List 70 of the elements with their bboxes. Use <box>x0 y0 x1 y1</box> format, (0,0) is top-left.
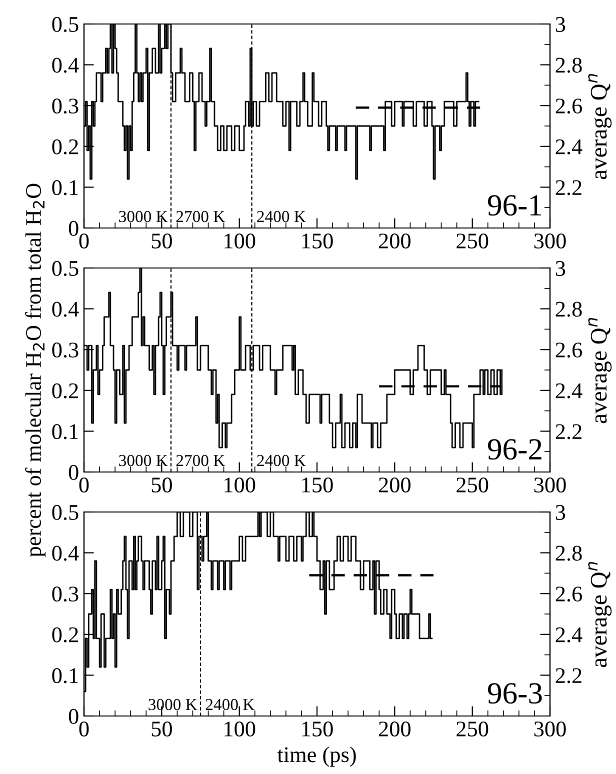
x-tick-label: 0 <box>79 478 89 492</box>
annotation: 2400 K <box>206 698 255 710</box>
x-tick-label: 300 <box>534 722 566 736</box>
y-tick-label: 0.5 <box>52 16 78 32</box>
x-tick-label: 250 <box>456 478 488 492</box>
x-tick-label: 100 <box>224 478 256 492</box>
y-tick-label: 0.4 <box>52 58 79 73</box>
y-tick-label: 0.4 <box>52 546 79 561</box>
x-tick-label: 150 <box>302 722 333 736</box>
x-tick-label: 200 <box>378 234 410 248</box>
annotation: 96-1 <box>488 195 542 216</box>
y-tick-label: 0.5 <box>52 260 78 276</box>
x-tick-label: 50 <box>152 722 172 736</box>
x-tick-label: 100 <box>224 722 256 736</box>
y2-tick-label: 2.6 <box>556 586 582 602</box>
y-tick-label: 0.1 <box>52 668 78 684</box>
y2-tick-label: 2.8 <box>556 546 582 561</box>
y2-tick-label: 3 <box>556 16 566 32</box>
x-tick-label: 200 <box>378 478 410 492</box>
y-tick-label: 0 <box>68 220 78 236</box>
y2-tick-label: 2.4 <box>556 383 582 398</box>
y2-tick-label: 2.4 <box>556 627 582 642</box>
annotation: 2400 K <box>257 210 306 222</box>
x-tick-label: 100 <box>224 234 256 248</box>
y2-tick-label: 2.8 <box>556 58 582 73</box>
annotation: 96-3 <box>488 683 542 704</box>
y-tick-label: 0 <box>68 708 78 724</box>
annotation: 2700 K <box>176 454 226 466</box>
y-tick-label: 0.4 <box>52 302 79 317</box>
y-tick-label: 0 <box>68 464 78 480</box>
y-tick-label: 0.5 <box>52 504 78 520</box>
x-tick-label: 0 <box>79 722 89 736</box>
y2-tick-label: 2.4 <box>556 139 582 154</box>
annotation: 3000 K <box>148 698 198 710</box>
y-tick-label: 0.3 <box>52 586 78 602</box>
x-tick-label: 0 <box>79 234 89 248</box>
y-tick-label: 0.3 <box>52 342 78 358</box>
y2-tick-label: 2.2 <box>556 668 582 684</box>
y-tick-label: 0.2 <box>52 627 78 642</box>
y2-tick-label: 3 <box>556 260 566 276</box>
y2-tick-label: 2.2 <box>556 180 582 196</box>
y2-axis-title: average Q$^{n}$ <box>588 318 612 424</box>
y-tick-label: 0.2 <box>52 139 78 154</box>
x-tick-label: 300 <box>534 234 566 248</box>
y2-tick-label: 2.6 <box>556 98 582 114</box>
x-tick-label: 200 <box>378 722 410 736</box>
y-tick-label: 0.1 <box>52 180 78 196</box>
y2-tick-label: 2.8 <box>556 302 582 317</box>
y-tick-label: 0.3 <box>52 98 78 114</box>
y2-axis-title: average Q$^{n}$ <box>588 74 612 180</box>
x-tick-label: 150 <box>302 478 333 492</box>
y2-axis-title: average Q$^{n}$ <box>588 562 612 668</box>
x-axis-title: time (ps) <box>277 746 356 767</box>
y2-tick-label: 2.6 <box>556 342 582 358</box>
x-tick-label: 300 <box>534 478 566 492</box>
y2-tick-label: 3 <box>556 504 566 520</box>
annotation: 3000 K <box>119 454 168 466</box>
x-tick-label: 150 <box>302 234 333 248</box>
annotation: 96-2 <box>488 439 542 460</box>
x-tick-label: 50 <box>152 234 172 248</box>
y-tick-label: 0.1 <box>52 424 78 440</box>
annotation: 3000 K <box>119 210 168 222</box>
x-tick-label: 50 <box>152 478 172 492</box>
y-tick-label: 0.2 <box>52 383 78 398</box>
y2-tick-label: 2.2 <box>556 424 582 440</box>
annotation: 2700 K <box>176 210 226 222</box>
y-axis-title: percent of molecular H$_{2}$O from total H$_{2}$O <box>25 184 46 557</box>
annotation: 2400 K <box>257 454 306 466</box>
x-tick-label: 250 <box>456 234 488 248</box>
x-tick-label: 250 <box>456 722 488 736</box>
